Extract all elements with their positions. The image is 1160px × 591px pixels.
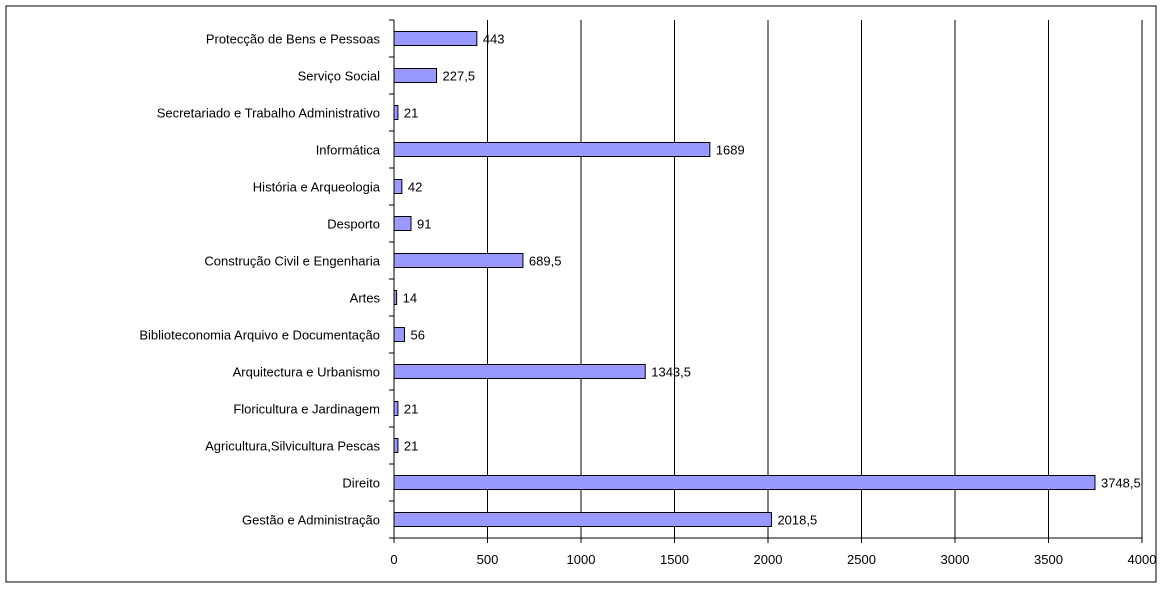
x-tick-label: 4000	[1128, 552, 1157, 567]
bar	[393, 68, 438, 83]
bar	[393, 364, 646, 379]
data-label: 443	[483, 32, 505, 47]
x-tick-label: 1000	[567, 552, 596, 567]
bar	[393, 401, 399, 416]
x-tick-label: 500	[477, 552, 499, 567]
data-label: 21	[404, 106, 418, 121]
x-tick-label: 3000	[941, 552, 970, 567]
data-label: 21	[404, 402, 418, 417]
category-label: Direito	[342, 476, 380, 491]
category-label: Biblioteconomia Arquivo e Documentação	[139, 328, 380, 343]
category-label: História e Arqueologia	[253, 180, 381, 195]
category-label: Informática	[316, 143, 381, 158]
data-label: 3748,5	[1101, 476, 1141, 491]
bar	[393, 216, 412, 231]
x-tick-label: 2000	[754, 552, 783, 567]
x-tick-label: 1500	[660, 552, 689, 567]
axes	[389, 19, 1143, 543]
x-tick-label: 2500	[847, 552, 876, 567]
bars	[393, 31, 1096, 527]
data-label: 689,5	[529, 254, 562, 269]
category-label: Arquitectura e Urbanismo	[233, 365, 380, 380]
data-label: 21	[404, 439, 418, 454]
bar	[393, 105, 399, 120]
category-label: Agricultura,Silvicultura Pescas	[205, 439, 380, 454]
bar	[393, 179, 403, 194]
x-tick-label: 0	[390, 552, 397, 567]
bar	[393, 327, 405, 342]
bar	[393, 438, 399, 453]
x-tick-label: 3500	[1034, 552, 1063, 567]
bar	[393, 253, 524, 268]
category-label: Gestão e Administração	[242, 513, 380, 528]
category-label: Protecção de Bens e Pessoas	[206, 32, 381, 47]
category-label: Desporto	[327, 217, 380, 232]
labels: 0 500 1000 1500 2000 2500 3000 3500 4000 Protecçã…	[139, 32, 1156, 568]
data-label: 56	[410, 328, 424, 343]
data-label: 1689	[716, 143, 745, 158]
data-label: 1343,5	[651, 365, 691, 380]
category-label: Serviço Social	[298, 69, 380, 84]
bar	[393, 475, 1096, 490]
data-label: 2018,5	[777, 513, 817, 528]
data-label: 42	[408, 180, 422, 195]
bar	[393, 142, 711, 157]
data-label: 14	[403, 291, 417, 306]
data-label: 91	[417, 217, 431, 232]
bar	[393, 31, 478, 46]
data-label: 227,5	[443, 69, 476, 84]
category-label: Construção Civil e Engenharia	[204, 254, 380, 269]
category-label: Floricultura e Jardinagem	[233, 402, 380, 417]
category-label: Secretariado e Trabalho Administrativo	[157, 106, 380, 121]
category-label: Artes	[350, 291, 381, 306]
bar	[393, 512, 772, 527]
gridlines	[487, 20, 1143, 538]
